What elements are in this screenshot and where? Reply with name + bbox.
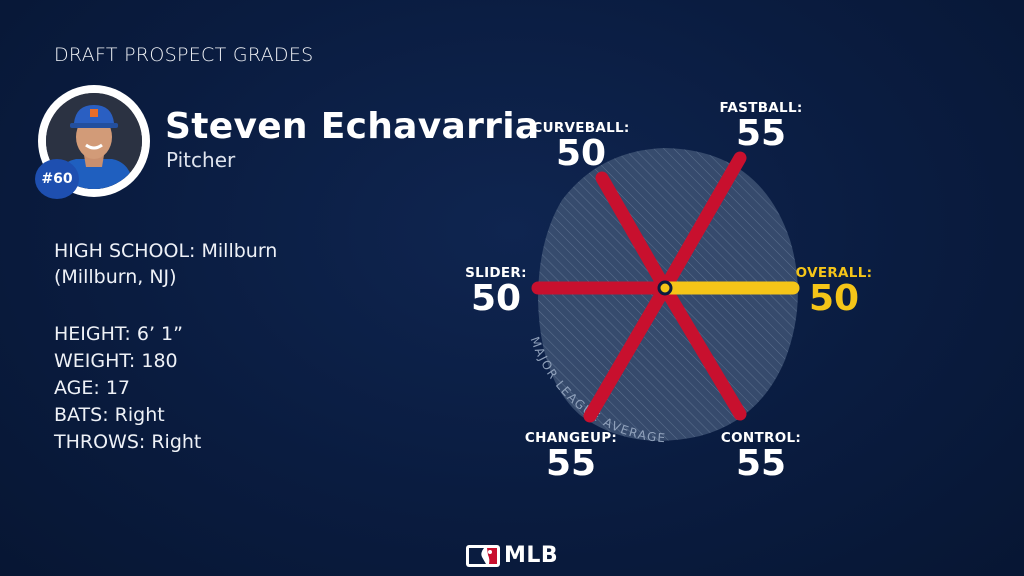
physical-info: HEIGHT: 6’ 1” WEIGHT: 180 AGE: 17 BATS: … bbox=[54, 321, 201, 456]
fastball-grade: FASTBALL: 55 bbox=[701, 100, 821, 152]
mlb-logo-text: MLB bbox=[504, 543, 559, 568]
grade-spokes bbox=[531, 151, 747, 423]
slider-label: SLIDER: bbox=[465, 265, 527, 281]
control-value: 55 bbox=[735, 443, 787, 484]
mlb-batter-icon bbox=[466, 544, 500, 567]
overall-grade: OVERALL: 50 bbox=[774, 265, 894, 317]
curveball-spoke bbox=[595, 171, 672, 295]
high-school-location: (Millburn, NJ) bbox=[54, 266, 177, 288]
control-label: CONTROL: bbox=[720, 430, 802, 446]
overall-label: OVERALL: bbox=[795, 265, 873, 281]
mlb-logo: MLB bbox=[466, 543, 558, 568]
fastball-spoke bbox=[658, 151, 747, 295]
player-name: Steven Echavarria bbox=[165, 106, 540, 147]
age-text: AGE: 17 bbox=[54, 377, 131, 399]
slider-value: 50 bbox=[470, 278, 522, 319]
slider-grade: SLIDER: 50 bbox=[436, 265, 556, 317]
bats-text: BATS: Right bbox=[54, 404, 165, 426]
jersey-number-badge: #60 bbox=[35, 159, 79, 199]
page-title: DRAFT PROSPECT GRADES bbox=[54, 44, 314, 66]
player-position: Pitcher bbox=[166, 148, 236, 172]
curveball-label: CURVEBALL: bbox=[532, 120, 630, 136]
overall-value: 50 bbox=[808, 278, 860, 319]
weight-text: WEIGHT: 180 bbox=[54, 350, 178, 372]
height-text: HEIGHT: 6’ 1” bbox=[54, 323, 183, 345]
chart-center-dot bbox=[657, 280, 673, 296]
fastball-label: FASTBALL: bbox=[719, 100, 803, 116]
control-spoke bbox=[658, 281, 747, 421]
changeup-spoke bbox=[583, 281, 672, 423]
changeup-value: 55 bbox=[545, 443, 597, 484]
curveball-grade: CURVEBALL: 50 bbox=[521, 120, 641, 172]
high-school-line: HIGH SCHOOL: Millburn bbox=[54, 240, 278, 262]
changeup-grade: CHANGEUP: 55 bbox=[511, 430, 631, 482]
high-school-info: HIGH SCHOOL: Millburn (Millburn, NJ) bbox=[54, 238, 277, 290]
throws-text: THROWS: Right bbox=[54, 431, 202, 453]
curveball-value: 50 bbox=[555, 133, 607, 174]
control-grade: CONTROL: 55 bbox=[701, 430, 821, 482]
changeup-label: CHANGEUP: bbox=[524, 430, 618, 446]
fastball-value: 55 bbox=[735, 113, 787, 154]
